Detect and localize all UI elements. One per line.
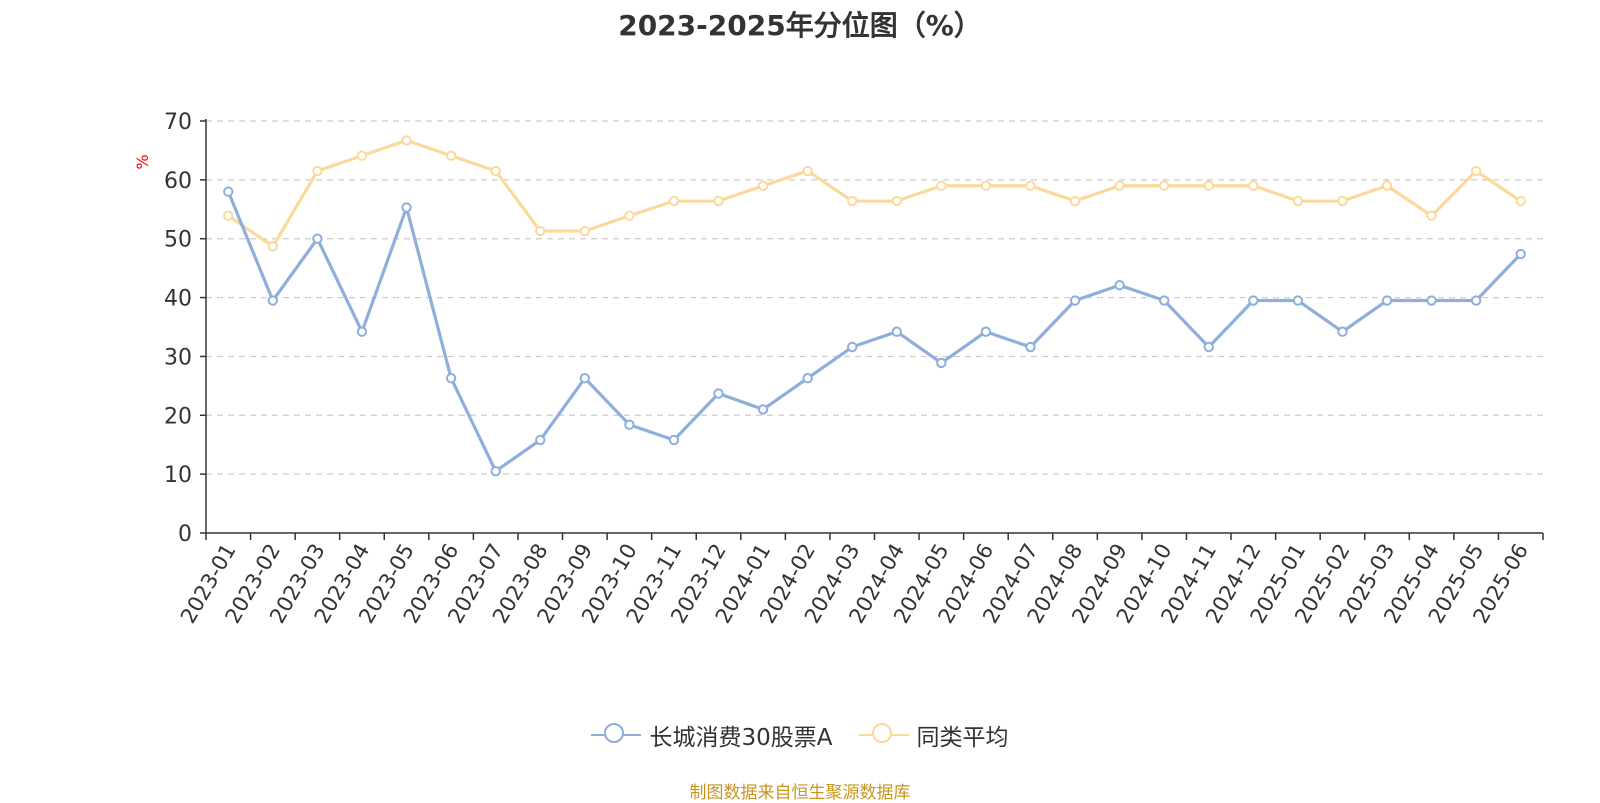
data-point-series-1 [624,419,635,430]
y-tick-label: 70 [164,110,192,135]
series-layer [223,135,1526,477]
data-point-series-2 [490,165,501,177]
data-point-series-1 [1114,280,1125,291]
data-point-series-2 [1069,195,1081,207]
data-point-series-1 [757,404,769,415]
data-point-series-1 [223,186,234,197]
data-point-series-1 [1515,248,1526,260]
data-point-series-1 [1248,295,1259,306]
data-point-series-2 [802,165,813,177]
axis-layer: 0102030405060702023-012023-022023-032023… [164,110,1544,627]
data-point-series-1 [1292,295,1304,306]
data-point-series-1 [847,341,858,353]
legend-swatch-series-2 [858,722,909,748]
data-point-series-2 [1025,180,1036,191]
data-point-series-2 [757,180,769,191]
data-point-series-2 [1114,180,1125,191]
data-point-series-2 [1158,180,1170,191]
data-point-series-1 [535,434,546,446]
data-point-series-1 [1381,295,1393,306]
data-point-series-2 [624,210,635,221]
data-point-series-2 [312,165,323,177]
y-tick-label: 40 [164,287,192,312]
data-point-series-1 [1069,295,1081,306]
data-point-series-1 [356,326,368,337]
data-point-series-1 [267,295,279,306]
data-point-series-2 [891,195,902,207]
data-point-series-1 [936,357,947,369]
data-point-series-1 [1426,295,1437,306]
data-point-series-2 [1248,180,1259,191]
data-point-series-1 [1470,295,1482,306]
data-point-series-1 [1158,295,1170,306]
data-point-series-2 [356,150,368,161]
data-point-series-2 [445,150,457,161]
data-point-series-1 [445,373,457,384]
data-point-series-1 [891,326,902,337]
y-tick-label: 10 [164,463,192,488]
y-tick-label: 30 [164,345,192,370]
data-point-series-2 [535,225,546,237]
data-point-series-1 [713,388,724,399]
series-line-1 [226,191,1522,473]
data-point-series-2 [847,195,858,207]
legend-item-series-2[interactable]: 同类平均 [858,718,1009,752]
legend-swatch-series-1 [591,722,642,748]
legend: 长城消费30股票A 同类平均 [0,718,1600,752]
data-point-series-2 [936,180,947,191]
data-point-series-2 [668,195,680,207]
y-tick-label: 20 [164,404,192,429]
data-point-series-1 [1025,341,1036,353]
data-point-series-2 [579,225,591,237]
legend-item-series-1[interactable]: 长城消费30股票A [591,718,833,752]
legend-label-series-2: 同类平均 [916,725,1009,751]
data-point-series-1 [579,373,591,384]
y-axis-unit-label: % [133,154,152,169]
data-point-series-2 [1337,195,1348,207]
data-point-series-2 [1470,165,1482,177]
data-point-series-2 [1292,195,1304,207]
data-point-series-1 [490,466,501,477]
grid-layer [206,120,1543,475]
data-point-series-2 [1515,195,1526,207]
legend-label-series-1: 长城消费30股票A [649,725,833,751]
data-point-series-1 [802,373,813,384]
y-tick-label: 0 [178,522,192,547]
data-point-series-2 [1203,180,1214,191]
data-point-series-2 [223,210,234,221]
data-point-series-2 [1426,210,1437,221]
source-note: 制图数据来自恒生聚源数据库 [689,783,911,803]
series-line-2 [227,138,1522,248]
data-point-series-1 [312,233,323,244]
y-tick-label: 60 [164,169,192,194]
chart-title: 2023-2025年分位图（%） [618,9,982,42]
data-point-series-1 [1203,341,1214,353]
data-point-series-1 [401,202,412,213]
data-point-series-2 [1381,180,1393,191]
data-point-series-1 [1337,326,1348,337]
y-tick-label: 50 [164,228,192,253]
data-point-series-1 [668,434,680,446]
data-point-series-1 [980,326,992,337]
data-point-series-2 [401,135,412,146]
data-point-series-2 [267,241,279,252]
data-point-series-2 [980,180,992,191]
data-point-series-2 [713,195,724,207]
